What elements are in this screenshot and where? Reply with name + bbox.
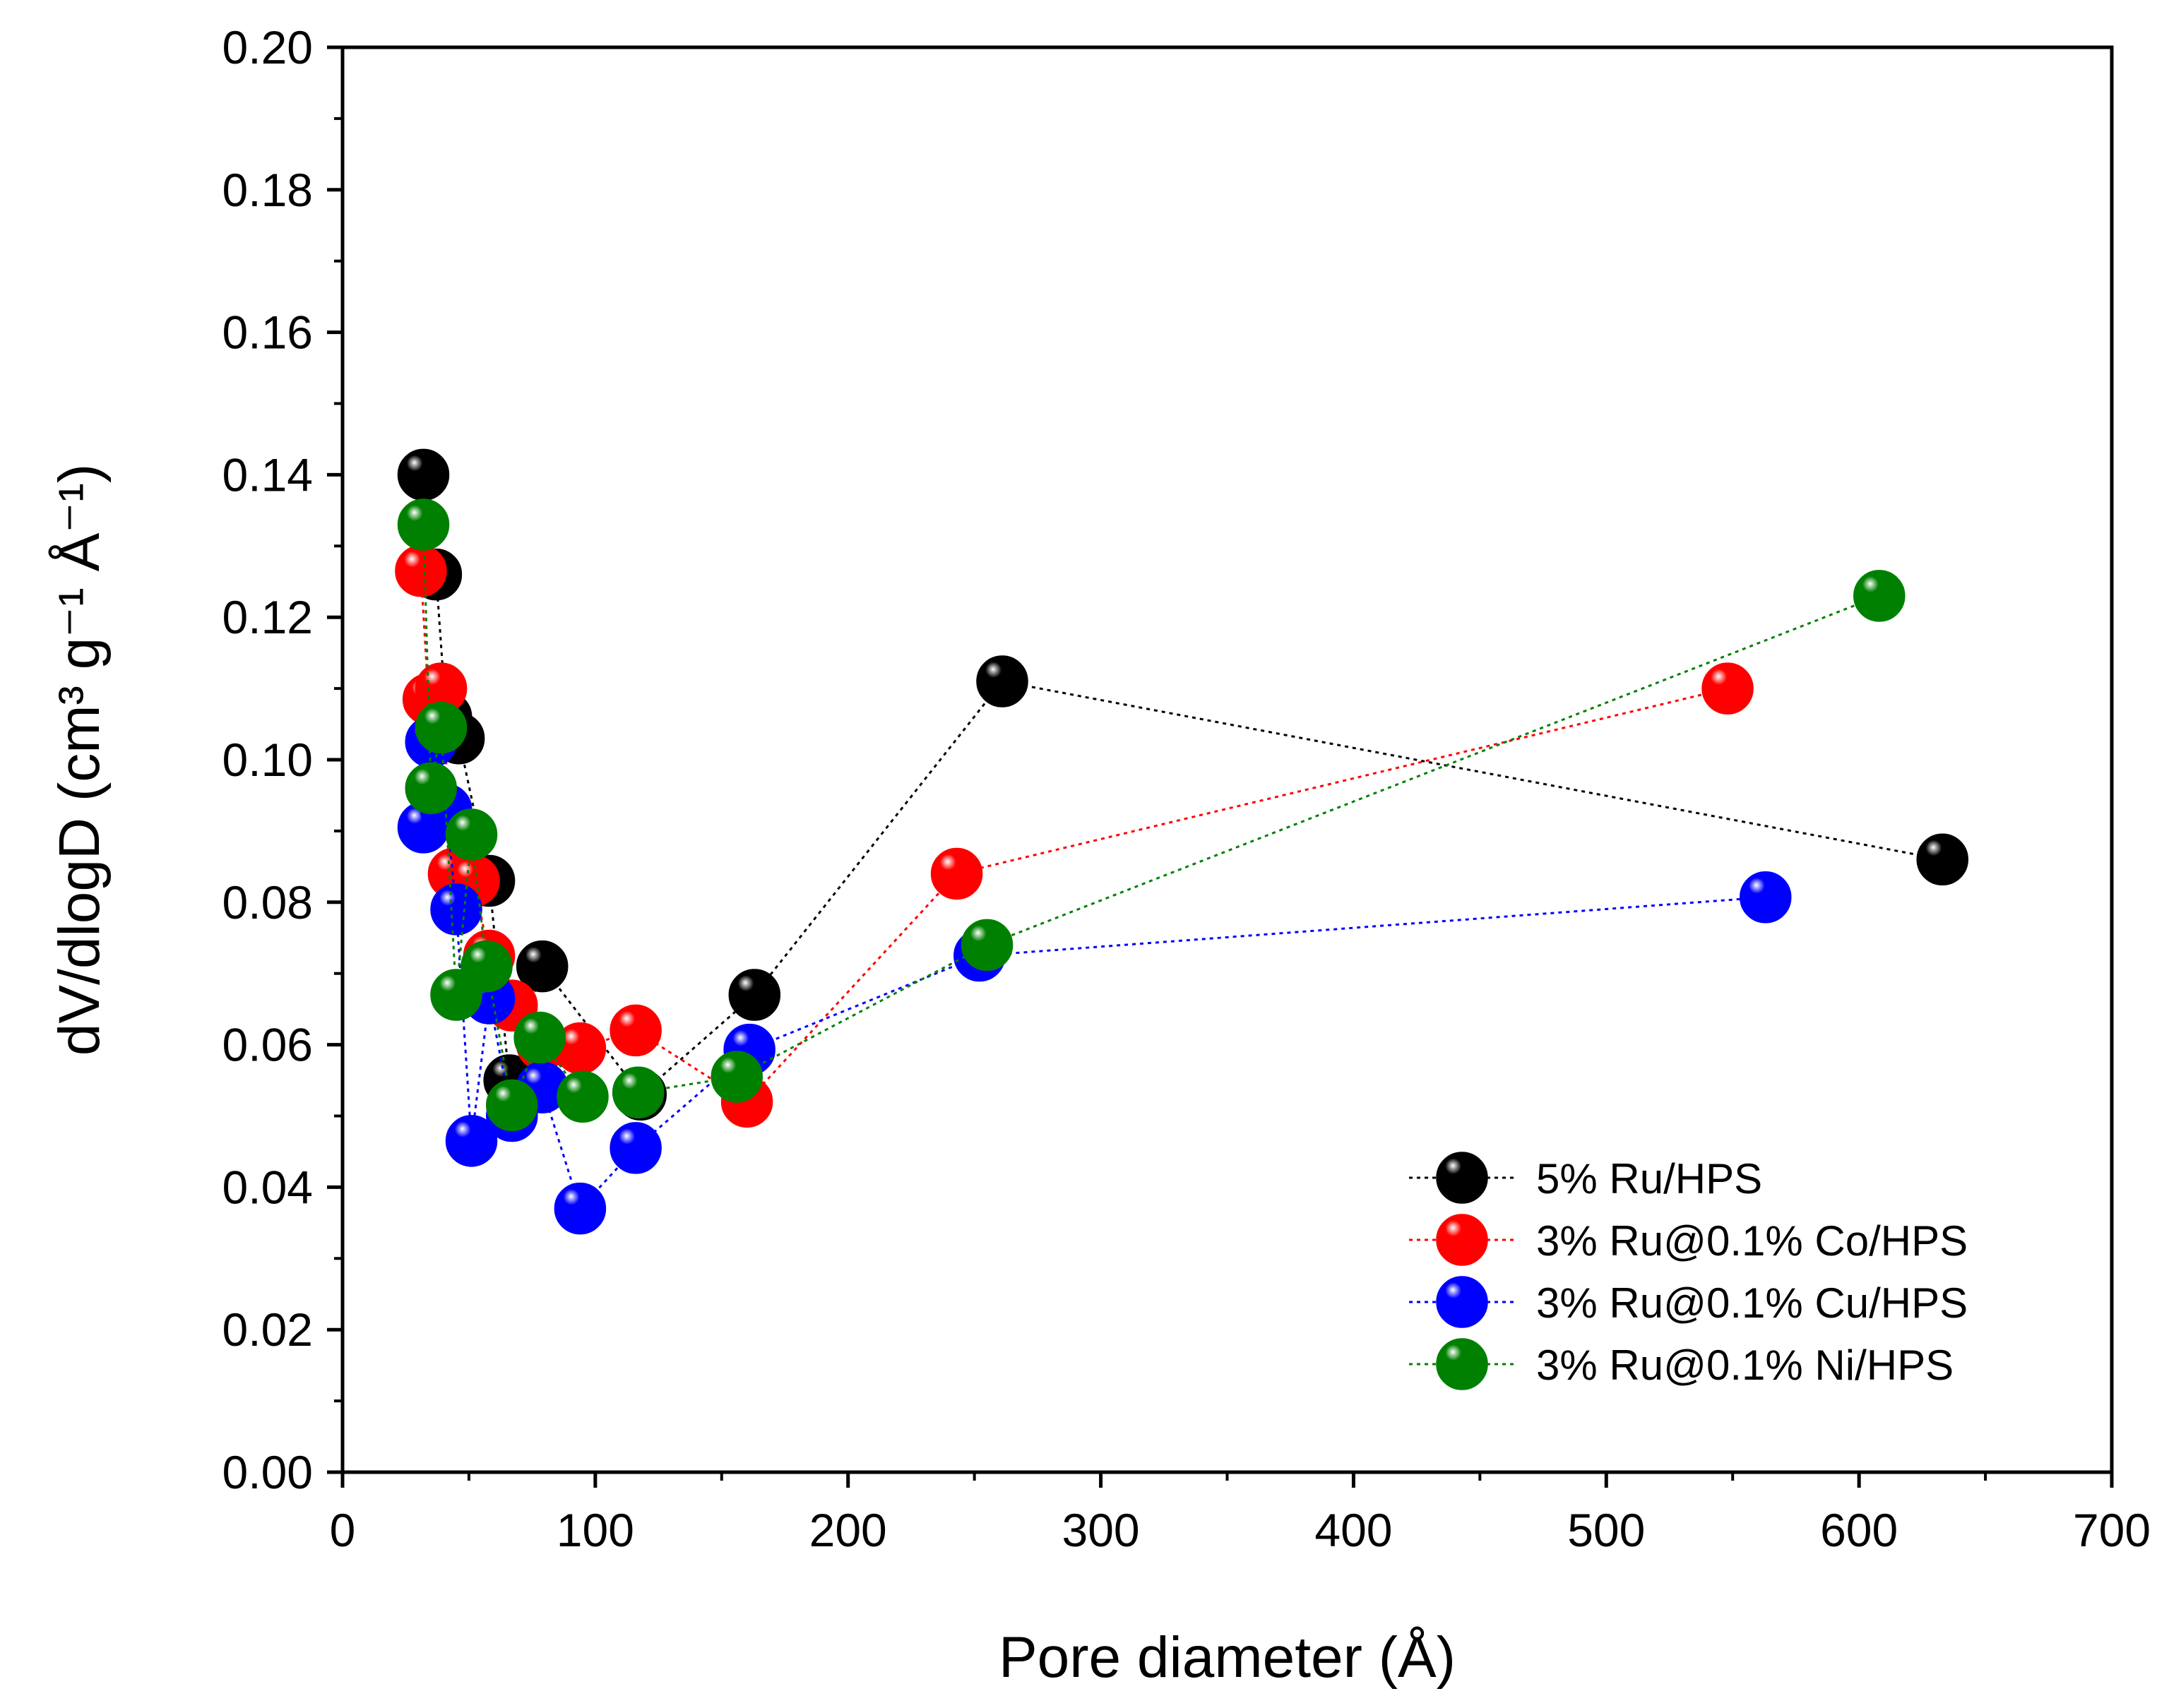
data-point [430, 883, 482, 936]
legend-marker [1436, 1338, 1488, 1390]
data-point [513, 1011, 566, 1064]
x-tick-label: 600 [1820, 1504, 1898, 1556]
plot-frame [340, 45, 2114, 1474]
legend: 5% Ru/HPS 3% Ru@0.1% Co/HPS 3% Ru@0.1% Cu/… [1409, 1152, 1968, 1390]
legend-item: 5% Ru/HPS [1409, 1152, 1762, 1204]
data-point [397, 498, 450, 551]
data-point [728, 969, 781, 1021]
data-point [976, 655, 1028, 707]
legend-item: 3% Ru@0.1% Cu/HPS [1409, 1276, 1968, 1328]
data-series [395, 448, 1968, 1235]
legend-label: 3% Ru@0.1% Ni/HPS [1536, 1342, 1954, 1389]
y-axis-title: dV/dlogD (cm³ g⁻¹ Å⁻¹) [47, 464, 112, 1056]
data-point [415, 701, 468, 754]
data-point [711, 1051, 763, 1103]
data-point [486, 1079, 538, 1132]
y-tick-label: 0.10 [222, 734, 313, 786]
legend-marker [1436, 1152, 1488, 1204]
legend-item: 3% Ru@0.1% Ni/HPS [1409, 1338, 1954, 1390]
x-tick-label: 100 [557, 1504, 634, 1556]
data-point [557, 1070, 609, 1123]
x-tick-label: 300 [1062, 1504, 1140, 1556]
y-tick-label: 0.16 [222, 306, 313, 359]
y-tick-label: 0.20 [222, 21, 313, 73]
y-tick-label: 0.12 [222, 591, 313, 643]
data-point [1739, 871, 1792, 924]
data-point [612, 1066, 665, 1118]
x-tick-label: 500 [1567, 1504, 1645, 1556]
x-tick-label: 700 [2073, 1504, 2151, 1556]
legend-marker [1436, 1276, 1488, 1328]
data-point [397, 448, 450, 501]
data-point [445, 1115, 498, 1167]
y-tick-label: 0.02 [222, 1303, 313, 1356]
x-axis-title: Pore diameter (Å) [999, 1625, 1456, 1690]
data-point [610, 1122, 662, 1174]
data-point [554, 1182, 607, 1235]
legend-item: 3% Ru@0.1% Co/HPS [1409, 1214, 1968, 1266]
data-point [1916, 833, 1968, 886]
tick-labels: 0 100 200 300 400 500 600 700 0.00 0.02 0.04 0.06 0.… [222, 21, 2151, 1556]
legend-marker [1436, 1214, 1488, 1266]
legend-label: 5% Ru/HPS [1536, 1155, 1762, 1202]
data-point [1853, 570, 1906, 622]
legend-label: 3% Ru@0.1% Co/HPS [1536, 1217, 1968, 1265]
data-point [930, 847, 983, 900]
y-tick-label: 0.04 [222, 1161, 313, 1213]
y-tick-label: 0.18 [222, 164, 313, 216]
data-point [405, 762, 457, 815]
series-4 [397, 498, 1906, 1132]
data-point [516, 940, 569, 993]
y-tick-label: 0.00 [222, 1446, 313, 1498]
data-point [395, 544, 447, 597]
y-tick-label: 0.08 [222, 876, 313, 928]
data-point [460, 940, 513, 993]
x-tick-label: 200 [809, 1504, 887, 1556]
y-tick-label: 0.06 [222, 1019, 313, 1071]
data-point [1701, 662, 1754, 715]
data-point [961, 919, 1014, 972]
x-tick-label: 400 [1314, 1504, 1392, 1556]
data-point [610, 1004, 662, 1057]
axis-ticks [327, 45, 2114, 1488]
x-tick-label: 0 [330, 1504, 356, 1556]
series-line [422, 474, 1943, 1097]
data-point [445, 808, 498, 861]
y-tick-label: 0.14 [222, 448, 313, 501]
series-2 [395, 544, 1754, 1128]
legend-label: 3% Ru@0.1% Cu/HPS [1536, 1279, 1968, 1327]
